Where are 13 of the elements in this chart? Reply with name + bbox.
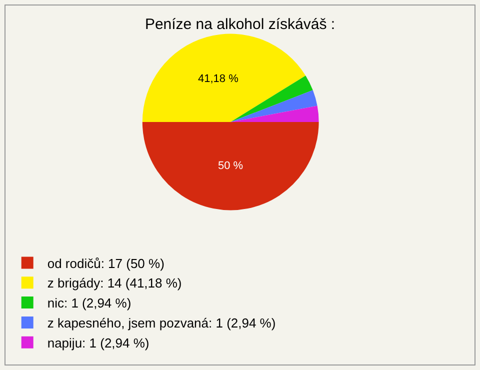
- legend-label: nic: 1 (2,94 %): [47, 296, 132, 311]
- data-label: 50 %: [218, 160, 244, 172]
- legend-label: napiju: 1 (2,94 %): [47, 335, 150, 350]
- pie-slice: [142, 122, 319, 210]
- legend-label: z kapesného, jsem pozvaná: 1 (2,94 %): [47, 316, 276, 331]
- pie-slice: [230, 90, 318, 122]
- data-label: 41,18 %: [198, 72, 239, 85]
- pie-slice: [142, 34, 306, 122]
- pie-slice: [230, 76, 313, 122]
- legend-label: od rodičů: 17 (50 %): [47, 256, 164, 271]
- legend-label: z brigády: 14 (41,18 %): [47, 276, 182, 291]
- pie-slice: [230, 106, 319, 122]
- chart-title: Peníze na alkohol získáváš :: [144, 16, 336, 33]
